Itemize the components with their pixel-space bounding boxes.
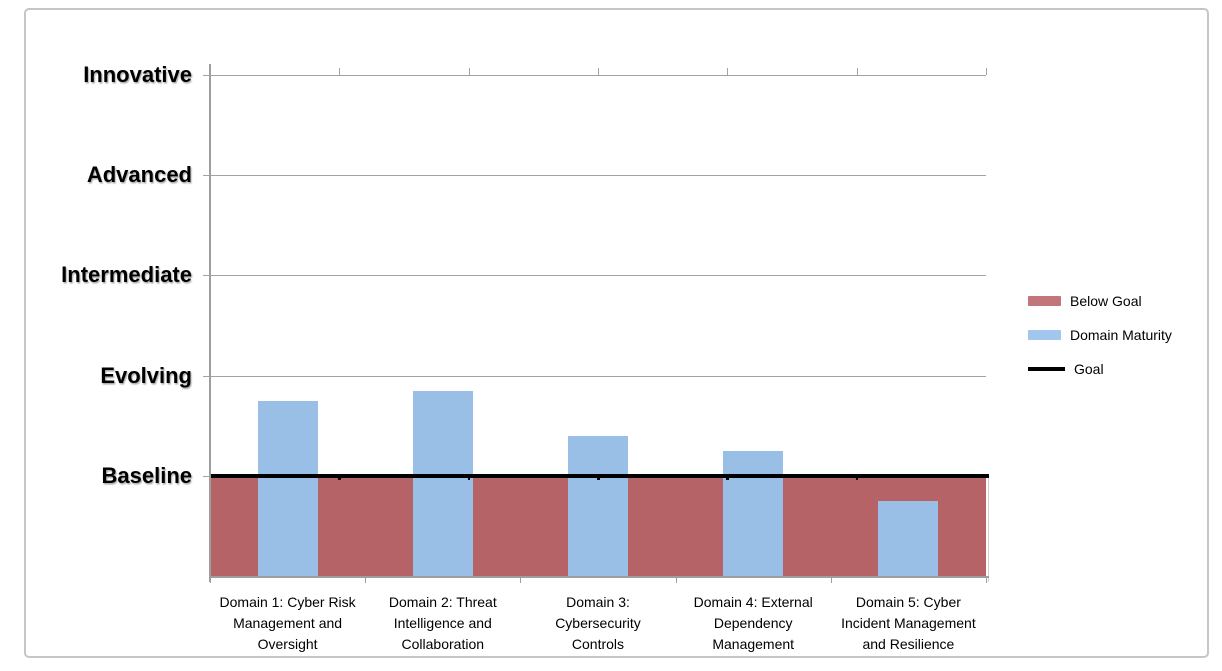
x-axis-tick	[520, 576, 522, 583]
x-axis-category-label-line: Dependency	[713, 615, 793, 631]
secondary-axis-tick	[727, 68, 729, 75]
secondary-axis-tick	[986, 68, 987, 75]
x-axis-category-label-line: Domain 2: Threat	[388, 594, 497, 610]
x-axis-tick	[830, 576, 832, 583]
x-axis-line	[210, 576, 989, 578]
goal-line-tick	[338, 477, 341, 481]
y-axis-label: Baseline	[101, 462, 193, 488]
x-axis-category-label: Domain 1: Cyber Risk Management and Oversi…	[210, 592, 365, 655]
y-axis-line	[209, 64, 211, 582]
y-axis-tick	[203, 475, 210, 477]
domain-maturity-bar	[412, 390, 473, 576]
y-axis-tick	[203, 375, 210, 377]
y-axis-label: Evolving	[100, 362, 192, 388]
legend-item-below-goal: Below Goal	[1028, 293, 1142, 309]
gridline	[210, 275, 986, 277]
y-axis-label: Innovative	[83, 62, 192, 87]
domain-maturity-bar	[257, 400, 318, 576]
chart-border-frame	[24, 8, 1209, 658]
secondary-axis-tick	[598, 68, 599, 75]
x-axis-category-label-line: Intelligence and	[393, 615, 492, 631]
x-axis-category-label-line: Oversight	[257, 636, 318, 652]
x-axis-category-label-line: Domain 5: Cyber	[855, 594, 961, 610]
goal-line-tick	[726, 477, 729, 481]
x-axis-category-label: Domain 5: Cyber Incident Management and Re…	[831, 592, 986, 655]
domain-maturity-bar	[568, 435, 628, 576]
legend-item-domain-maturity: Domain Maturity	[1028, 327, 1172, 343]
y-axis-label: Advanced	[86, 162, 192, 188]
y-axis-label: Intermediate	[61, 262, 192, 288]
plot-right-edge	[988, 475, 989, 582]
domain-maturity-swatch	[1028, 330, 1061, 340]
x-axis-tick	[365, 576, 367, 583]
gridline	[210, 75, 986, 76]
x-axis-category-label-line: Management and	[233, 615, 343, 631]
x-axis-tick	[675, 576, 677, 583]
goal-line-tick	[467, 477, 471, 481]
below-goal-swatch	[1028, 296, 1061, 306]
y-axis-tick	[203, 175, 210, 177]
x-axis-category-label-line: Management	[712, 636, 795, 652]
x-axis-category-label-line: and Resilience	[862, 636, 955, 652]
legend-label-below-goal: Below Goal	[1070, 293, 1142, 309]
x-axis-category-label-line: Domain 4: External	[693, 594, 813, 610]
legend-label-domain-maturity: Domain Maturity	[1070, 327, 1172, 343]
x-axis-category-label-line: Domain 1: Cyber Risk	[219, 594, 356, 610]
legend-item-goal: Goal	[1028, 361, 1104, 377]
secondary-axis-tick	[856, 68, 858, 75]
domain-maturity-bar	[723, 450, 784, 577]
x-axis-category-label: Domain 3: Cybersecurity Controls	[520, 592, 675, 655]
secondary-axis-tick	[339, 68, 341, 75]
x-axis-category-label: Domain 4: External Dependency Management	[676, 592, 831, 655]
x-axis-category-label-line: Controls	[571, 636, 625, 652]
y-axis-tick	[203, 75, 210, 76]
x-axis-category-label-line: Cybersecurity	[555, 615, 641, 631]
goal-line-tick	[597, 477, 600, 481]
x-axis-tick	[210, 576, 211, 583]
gridline	[210, 175, 986, 177]
goal-line-swatch	[1028, 367, 1065, 371]
legend-label-goal: Goal	[1074, 361, 1104, 377]
secondary-axis-tick	[468, 68, 470, 75]
x-axis-category-label-line: Incident Management	[841, 615, 976, 631]
goal-line-tick	[855, 477, 859, 481]
x-axis-tick	[986, 576, 987, 583]
domain-maturity-bar	[878, 500, 939, 577]
gridline	[210, 375, 986, 377]
goal-line	[210, 473, 989, 478]
x-axis-category-label-line: Collaboration	[401, 636, 485, 652]
x-axis-category-label-line: Domain 3:	[566, 594, 630, 610]
y-axis-tick	[203, 275, 210, 277]
x-axis-category-label: Domain 2: Threat Intelligence and Collabor…	[365, 592, 520, 655]
